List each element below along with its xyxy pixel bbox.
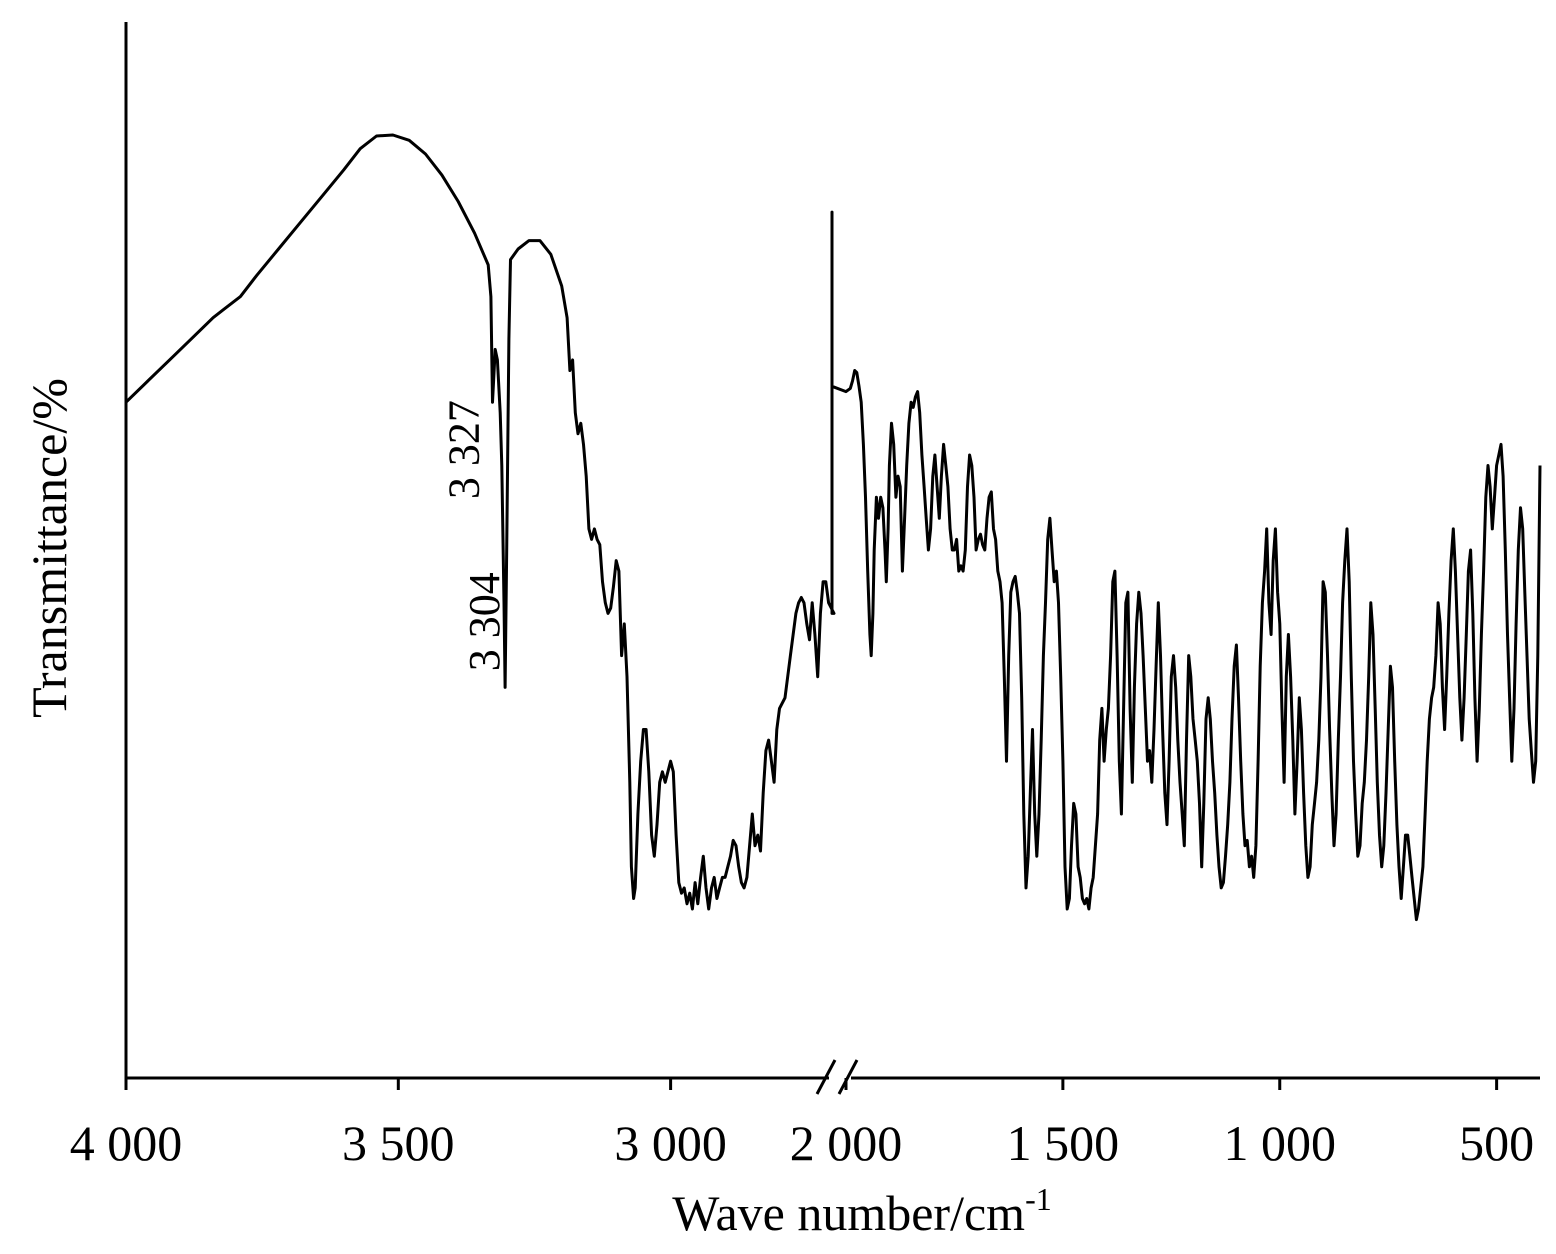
x-tick-label: 3 500 [342, 1115, 455, 1171]
x-axis-title-superscript: -1 [1025, 1181, 1052, 1217]
x-axis-title: Wave number/cm-1 [672, 1181, 1051, 1241]
peak-annotation-1: 3 327 [440, 400, 489, 499]
x-tick-label: 3 000 [614, 1115, 727, 1171]
x-tick-label: 1 500 [1007, 1115, 1120, 1171]
peak-annotation-2: 3 304 [460, 572, 509, 671]
peak-annotations: 3 327 3 304 [440, 400, 510, 671]
x-tick-labels: 4 000 3 500 3 000 2 000 1 500 1 000 500 [70, 1115, 1534, 1171]
x-tick-label: 1 000 [1224, 1115, 1337, 1171]
x-tick-label: 4 000 [70, 1115, 183, 1171]
x-axis-title-main: Wave number/cm [672, 1185, 1025, 1241]
x-tick-label: 2 000 [790, 1115, 903, 1171]
y-axis-title: Transmittance/% [21, 378, 77, 718]
x-tick-label: 500 [1459, 1115, 1534, 1171]
axes [124, 22, 1540, 1095]
x-ticks [124, 1078, 1499, 1090]
series-line [124, 133, 1542, 922]
